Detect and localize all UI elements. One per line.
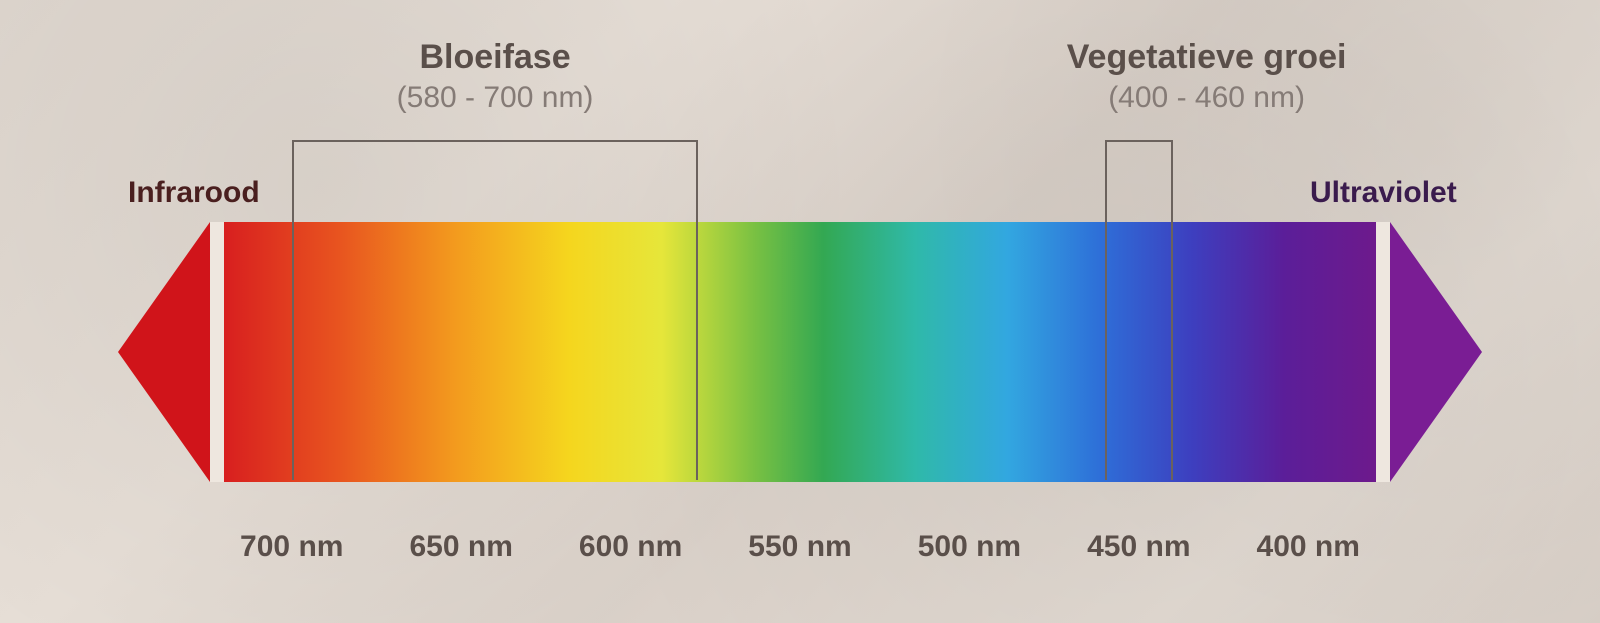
tick-550: 550 nm [748,530,851,564]
tick-600: 600 nm [579,530,682,564]
bracket-bloeifase [292,140,699,480]
arrow-left-icon [118,222,210,482]
callout-title: Bloeifase [397,38,594,77]
spectrum-gap-left [210,222,224,482]
spectrum-diagram: Infrarood Ultraviolet Bloeifase (580 - 70… [0,0,1600,623]
bracket-vegetatieve [1105,140,1173,480]
tick-650: 650 nm [409,530,512,564]
callout-range: (580 - 700 nm) [397,81,594,115]
ultraviolet-label: Ultraviolet [1310,176,1457,210]
tick-700: 700 nm [240,530,343,564]
callout-vegetatieve: Vegetatieve groei (400 - 460 nm) [1067,38,1347,115]
tick-450: 450 nm [1087,530,1190,564]
callout-range: (400 - 460 nm) [1067,81,1347,115]
tick-500: 500 nm [918,530,1021,564]
tick-400: 400 nm [1257,530,1360,564]
infrared-label: Infrarood [128,176,260,210]
callout-bloeifase: Bloeifase (580 - 700 nm) [397,38,594,115]
arrow-right-icon [1390,222,1482,482]
callout-title: Vegetatieve groei [1067,38,1347,77]
spectrum-gap-right [1376,222,1390,482]
